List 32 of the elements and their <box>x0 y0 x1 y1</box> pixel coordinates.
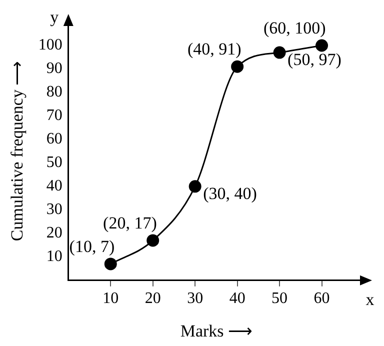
x-axis-title: Marks ⟶ <box>180 321 252 340</box>
point <box>231 60 244 73</box>
x-tick-label: 50 <box>272 290 288 308</box>
point <box>188 180 202 193</box>
annotation: x <box>366 290 375 309</box>
data-label: (10, 7) <box>69 236 115 256</box>
y-tick-label: 10 <box>46 248 62 266</box>
y-axis-title: Cumulative frequency ⟶ <box>8 61 27 242</box>
y-tick-label: 50 <box>46 154 62 172</box>
data-label: (60, 100) <box>263 18 326 38</box>
point <box>316 39 328 52</box>
y-tick-label: 100 <box>38 36 62 54</box>
x-tick-label: 40 <box>229 290 246 308</box>
point <box>146 234 160 247</box>
point <box>273 46 286 59</box>
x-tick-label: 60 <box>314 290 330 308</box>
y-tick-label: 20 <box>46 224 62 242</box>
y-tick-label: 40 <box>46 178 62 195</box>
data-label: (30, 40) <box>203 184 257 203</box>
x-tick-label: 10 <box>102 290 119 308</box>
data-label: (40, 91) <box>187 40 242 59</box>
y-tick-label: 70 <box>46 107 62 124</box>
y-tick-label: 90 <box>46 60 62 78</box>
x-tick-label: 30 <box>187 290 204 308</box>
x-tick-label: 20 <box>144 290 161 308</box>
y-tick-label: 30 <box>46 201 62 218</box>
annotation: y <box>50 7 60 26</box>
data-label: (20, 17) <box>103 213 157 232</box>
data-label: (50, 97) <box>288 50 342 70</box>
y-tick-label: 60 <box>46 130 62 148</box>
point <box>104 258 117 270</box>
y-tick-label: 80 <box>46 84 62 101</box>
